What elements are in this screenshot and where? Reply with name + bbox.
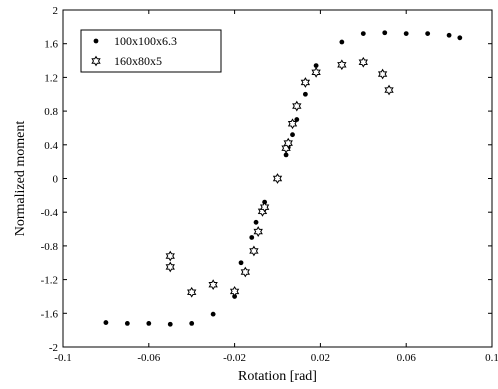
hexagram-marker bbox=[259, 201, 270, 213]
x-axis: -0.1 -0.06 -0.02 0.02 0.06 0.1 bbox=[54, 10, 498, 364]
dot-marker bbox=[294, 117, 300, 122]
hexagram-marker bbox=[229, 286, 240, 297]
hexagram-marker bbox=[272, 173, 283, 184]
x-tick-label: -0.1 bbox=[54, 352, 71, 364]
dot-marker bbox=[446, 32, 452, 38]
x-axis-label: Rotation [rad] bbox=[238, 369, 317, 384]
hexagram-marker bbox=[165, 250, 175, 262]
dot-marker bbox=[249, 235, 255, 240]
y-tick-label: -1.2 bbox=[41, 275, 58, 287]
data-points bbox=[103, 30, 463, 327]
series-160x80x5 bbox=[165, 56, 394, 298]
y-tick-label: 1.6 bbox=[44, 39, 58, 51]
legend-marker-dot bbox=[93, 38, 99, 44]
legend-label: 100x100x6.3 bbox=[114, 34, 177, 48]
hexagram-marker bbox=[377, 68, 388, 80]
dot-marker bbox=[403, 31, 409, 36]
y-tick-label: 1.2 bbox=[44, 72, 58, 84]
hexagram-marker bbox=[240, 266, 251, 278]
dot-marker bbox=[382, 30, 388, 36]
hexagram-marker bbox=[249, 245, 259, 257]
y-tick-label: 0.4 bbox=[44, 140, 58, 152]
legend: 100x100x6.3 160x80x5 bbox=[80, 29, 222, 73]
x-tick-label: -0.06 bbox=[137, 352, 160, 364]
dot-marker bbox=[360, 31, 366, 36]
y-tick-label: -0.4 bbox=[41, 207, 59, 219]
hexagram-marker bbox=[358, 56, 368, 68]
dot-marker bbox=[253, 219, 259, 225]
dot-marker bbox=[103, 320, 109, 325]
dot-marker bbox=[290, 132, 295, 138]
y-axis-label: Normalized moment bbox=[13, 121, 28, 237]
dot-marker bbox=[146, 321, 152, 326]
y-tick-label: -2 bbox=[49, 342, 58, 354]
dot-marker bbox=[189, 321, 195, 326]
y-tick-label: 0.8 bbox=[44, 106, 58, 118]
dot-marker bbox=[167, 321, 173, 327]
dot-marker bbox=[339, 39, 345, 45]
dot-marker bbox=[210, 311, 216, 317]
dot-marker bbox=[425, 31, 431, 36]
hexagram-marker bbox=[292, 100, 302, 112]
y-axis: -2 -1.6 -1.2 -0.8 -0.4 0 0.4 0.8 1.2 1.6 2 bbox=[41, 5, 492, 354]
hexagram-marker bbox=[165, 261, 175, 273]
hexagram-marker bbox=[337, 59, 347, 71]
dot-marker bbox=[457, 35, 463, 41]
hexagram-marker bbox=[187, 286, 197, 298]
hexagram-marker bbox=[208, 279, 218, 291]
legend-label: 160x80x5 bbox=[114, 54, 162, 68]
x-tick-label: -0.02 bbox=[223, 352, 246, 364]
dot-marker bbox=[302, 91, 308, 97]
hexagram-marker bbox=[384, 84, 394, 96]
hexagram-marker bbox=[253, 226, 263, 237]
x-tick-label: 0.06 bbox=[397, 352, 417, 364]
y-tick-label: -1.6 bbox=[41, 308, 59, 320]
hexagram-marker bbox=[300, 77, 311, 88]
dot-marker bbox=[283, 152, 289, 158]
hexagram-marker bbox=[311, 66, 321, 78]
hexagram-marker bbox=[283, 137, 293, 149]
dot-marker bbox=[238, 260, 244, 266]
dot-marker bbox=[313, 63, 319, 69]
y-tick-label: -0.8 bbox=[41, 241, 59, 253]
x-tick-label: 0.02 bbox=[311, 352, 330, 364]
legend-box bbox=[80, 29, 222, 73]
x-tick-label: 0.1 bbox=[485, 352, 498, 364]
y-tick-label: 0 bbox=[53, 174, 59, 186]
dot-marker bbox=[124, 321, 130, 326]
y-tick-label: 2 bbox=[53, 5, 59, 17]
hexagram-marker bbox=[287, 118, 298, 130]
legend-marker-hexagram bbox=[91, 55, 101, 67]
